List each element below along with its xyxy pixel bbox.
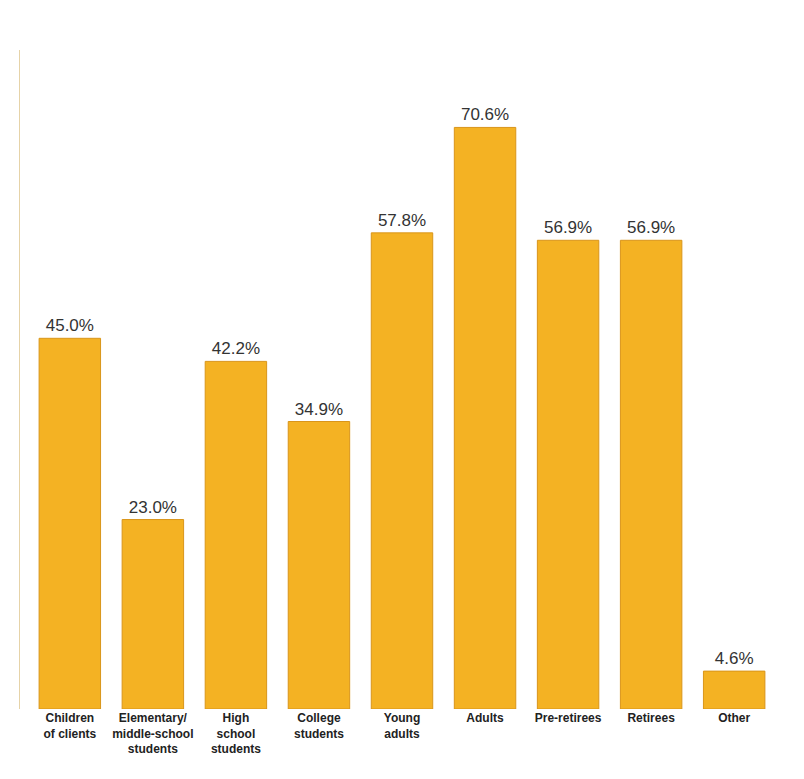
svg-text:Elementary/middle-schoolstuden: Elementary/middle-schoolstudents bbox=[112, 711, 193, 756]
svg-text:45.0%: 45.0% bbox=[46, 316, 94, 335]
svg-text:Childrenof clients: Childrenof clients bbox=[43, 711, 96, 741]
svg-text:Youngadults: Youngadults bbox=[384, 711, 420, 741]
svg-text:Retirees: Retirees bbox=[627, 711, 675, 725]
svg-text:23.0%: 23.0% bbox=[129, 498, 177, 517]
svg-text:Collegestudents: Collegestudents bbox=[294, 711, 344, 741]
svg-text:42.2%: 42.2% bbox=[212, 339, 260, 358]
svg-text:Other: Other bbox=[718, 711, 750, 725]
svg-text:56.9%: 56.9% bbox=[627, 218, 675, 237]
svg-text:Adults: Adults bbox=[466, 711, 504, 725]
svg-text:70.6%: 70.6% bbox=[461, 105, 509, 124]
svg-text:Highschoolstudents: Highschoolstudents bbox=[211, 711, 261, 756]
svg-text:34.9%: 34.9% bbox=[295, 400, 343, 419]
svg-text:4.6%: 4.6% bbox=[715, 649, 754, 668]
svg-text:Pre-retirees: Pre-retirees bbox=[535, 711, 602, 725]
svg-text:56.9%: 56.9% bbox=[544, 218, 592, 237]
svg-text:57.8%: 57.8% bbox=[378, 211, 426, 230]
